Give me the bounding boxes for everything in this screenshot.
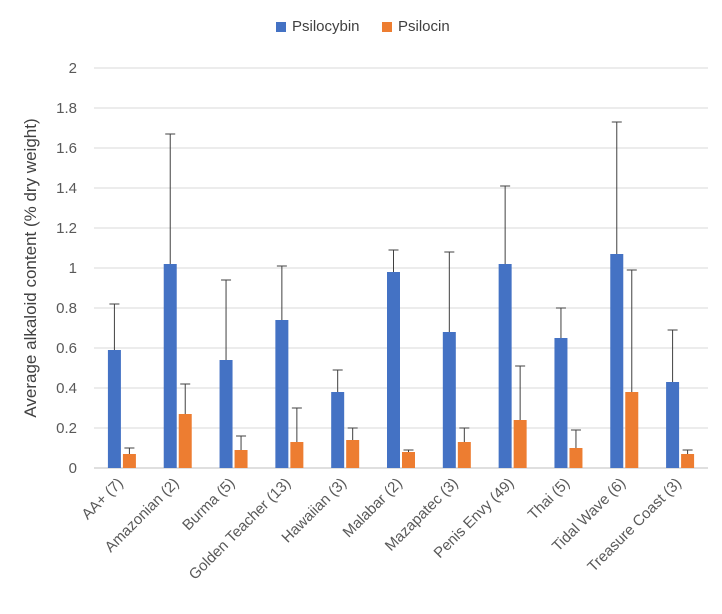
bar-psilocybin xyxy=(331,392,345,468)
y-tick-label: 0 xyxy=(69,460,77,477)
bar-psilocybin xyxy=(107,350,121,468)
bar-psilocybin xyxy=(163,264,177,468)
legend-swatch-psilocybin xyxy=(276,21,286,32)
bar-psilocin xyxy=(457,442,471,468)
legend-item-psilocybin: Psilocybin xyxy=(276,18,360,35)
y-tick-label: 1.8 xyxy=(56,100,77,117)
x-tick-label: AA+ (7) xyxy=(78,475,126,523)
y-tick-label: 0.4 xyxy=(56,380,77,397)
bar-psilocin xyxy=(234,450,248,468)
bar-psilocin xyxy=(513,420,527,468)
bar-psilocin xyxy=(178,414,192,468)
y-tick-label: 0.6 xyxy=(56,340,77,357)
legend-item-psilocin: Psilocin xyxy=(382,18,450,35)
bar-psilocybin xyxy=(387,272,400,468)
y-tick-label: 1 xyxy=(69,260,77,277)
x-tick-label: Thai (5) xyxy=(525,475,574,524)
y-tick-label: 1.4 xyxy=(56,180,77,197)
bar-psilocybin xyxy=(610,254,624,468)
x-tick-label: Treasure Coast (3) xyxy=(584,475,685,576)
x-tick-label: Golden Teacher (13) xyxy=(186,475,295,584)
y-tick-label: 1.2 xyxy=(56,220,77,237)
y-tick-label: 0.8 xyxy=(56,300,77,317)
legend: Psilocybin Psilocin xyxy=(0,18,722,40)
y-tick-label: 1.6 xyxy=(56,140,77,157)
bar-psilocin xyxy=(346,440,360,468)
bar-psilocybin xyxy=(498,264,512,468)
bar-psilocybin xyxy=(554,338,568,468)
legend-label-psilocybin: Psilocybin xyxy=(292,18,360,35)
bar-psilocin xyxy=(625,392,639,468)
bar-psilocybin xyxy=(219,360,233,468)
bar-psilocin xyxy=(290,442,304,468)
bar-psilocin xyxy=(569,448,583,468)
bar-psilocybin xyxy=(275,320,289,468)
bar-psilocin xyxy=(402,452,415,468)
bar-psilocybin xyxy=(666,382,680,468)
bar-psilocin xyxy=(681,454,695,468)
y-tick-label: 0.2 xyxy=(56,420,77,437)
bar-psilocybin xyxy=(442,332,456,468)
legend-label-psilocin: Psilocin xyxy=(398,18,450,35)
bar-psilocin xyxy=(122,454,136,468)
y-tick-label: 2 xyxy=(69,60,77,77)
legend-swatch-psilocin xyxy=(382,21,392,32)
x-tick-label: Burma (5) xyxy=(179,475,238,534)
